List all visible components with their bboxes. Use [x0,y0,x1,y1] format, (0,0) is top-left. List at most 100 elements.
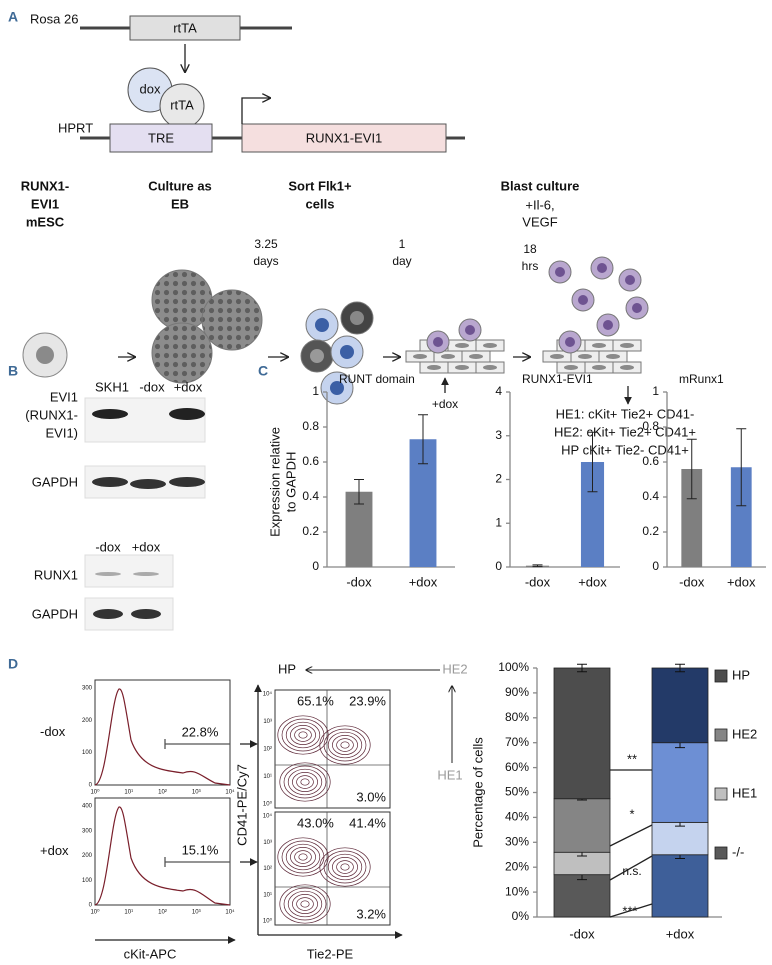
y-tick-label: 0% [512,909,530,923]
outcome-label: HP cKit+ Tie2- CD41+ [561,442,689,457]
nucleus [350,311,364,325]
plot-frame [274,811,391,926]
tick-label: 10³ [263,719,272,725]
error-bar [532,564,543,568]
band [169,477,205,487]
tick-label: 100 [82,750,93,756]
contour [298,853,308,861]
nucleus [592,343,606,348]
step-condition: VEGF [522,214,557,229]
step-label: cells [306,196,335,211]
promoter-arrow [241,98,270,124]
duration-label: 1 [399,237,406,251]
tick-label: 10² [158,790,167,796]
nucleus [620,343,634,348]
nucleus [483,365,497,370]
tick-label: 10¹ [263,892,272,898]
nucleus [483,343,497,348]
y-axis-label: Expression relative [267,427,282,537]
contour [323,850,367,884]
tick-label: 10⁴ [225,789,235,796]
y-tick-label: 30% [505,834,529,848]
y-tick-label: 0 [312,559,319,573]
population-label: HE2 [442,661,467,676]
contour [277,837,329,877]
nucleus [340,345,354,359]
gene-box [109,123,213,153]
contour [340,863,350,871]
embryoid-body [151,322,213,384]
legend-label: -/- [732,844,744,859]
histogram-curve [94,688,231,786]
contour [290,847,316,867]
contour [277,715,329,755]
contour [327,853,363,881]
nucleus [578,354,592,359]
nucleus [620,365,634,370]
molecule-label: dox [140,81,161,96]
bar [730,467,752,567]
bar-segment [553,667,611,800]
y-tick-label: 80% [505,710,529,724]
x-tick-label: -dox [569,926,595,941]
population-label: HE1 [437,767,462,782]
bar [580,462,605,567]
step-label: Sort Flk1+ [288,178,352,193]
y-tick-label: 50% [505,785,529,799]
tick-label: 10¹ [124,790,133,796]
condition-label: -dox [40,724,66,739]
quadrant-label: 43.0% [297,815,334,830]
y-tick-label: 0.4 [642,489,659,503]
lane-label: +dox [132,539,161,554]
plot-frame [94,679,231,786]
contour [298,731,308,739]
contour [332,735,358,755]
step-label: Culture as [148,178,212,193]
blot [84,397,206,443]
panel-label: A [8,9,18,25]
contour [319,847,371,887]
locus-label: Rosa 26 [30,11,78,26]
panel-label: C [258,363,268,379]
contour [281,718,325,752]
bar-segment [651,667,709,744]
error-bar [736,428,747,507]
y-tick-label: 0 [495,559,502,573]
nucleus [597,263,607,273]
step-label: EB [171,196,189,211]
quadrant-label: 41.4% [349,815,386,830]
legend-swatch [714,846,728,860]
significance: ** [627,751,637,766]
contour [279,884,331,924]
molecule-label: rtTA [170,97,194,112]
tick-label: 10³ [192,790,201,796]
y-tick-label: 60% [505,760,529,774]
contour [336,860,354,874]
y-tick-label: 20% [505,859,529,873]
nucleus [413,354,427,359]
y-tick-label: 0.8 [302,419,319,433]
y-tick-label: 100% [498,660,529,674]
nucleus [427,365,441,370]
tick-label: 10² [158,910,167,916]
band [93,609,123,619]
nucleus [441,354,455,359]
nucleus [310,349,324,363]
contour [323,728,367,762]
x-tick-label: -dox [679,574,705,589]
tick-label: 200 [82,853,93,859]
legend-label: HP [732,667,750,682]
gene-label: RUNX1-EVI1 [306,130,383,145]
step-label: RUNX1- [21,178,69,193]
contour [287,768,323,796]
nucleus [625,275,635,285]
significance-line [609,855,653,881]
contour [290,725,316,745]
contour [281,840,325,874]
tick-label: 300 [82,828,93,834]
nucleus [592,365,606,370]
error-bar [587,431,598,493]
nucleus [315,318,329,332]
x-tick-label: -dox [346,574,372,589]
x-tick-label: -dox [525,574,551,589]
